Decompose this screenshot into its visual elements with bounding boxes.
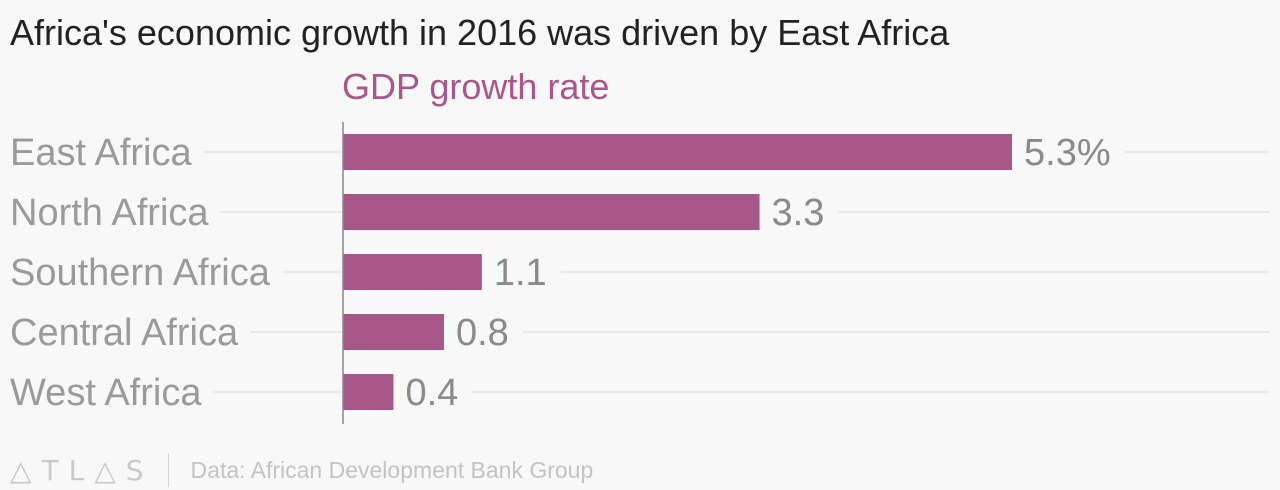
chart-subtitle: GDP growth rate xyxy=(342,66,610,107)
source-note: Data: African Development Bank Group xyxy=(190,456,594,483)
category-label: West Africa xyxy=(10,372,202,414)
atlas-logo: △TL△S xyxy=(10,453,154,487)
bar xyxy=(343,314,444,350)
value-label: 1.1 xyxy=(494,252,547,294)
bar xyxy=(343,374,394,410)
category-label: Central Africa xyxy=(10,312,239,354)
category-label: North Africa xyxy=(10,192,209,234)
bar xyxy=(343,134,1012,170)
value-label: 0.8 xyxy=(456,312,509,354)
category-label: East Africa xyxy=(10,132,192,174)
footer-divider xyxy=(167,453,169,487)
value-label: 5.3% xyxy=(1024,132,1111,174)
bar xyxy=(343,254,482,290)
footer: △TL△S Data: African Development Bank Gro… xyxy=(10,452,593,488)
bar xyxy=(343,194,760,230)
bar-chart: East Africa 5.3% North Africa 3.3 Southern A… xyxy=(10,122,1270,424)
category-label: Southern Africa xyxy=(10,252,271,294)
value-label: 3.3 xyxy=(772,192,825,234)
value-label: 0.4 xyxy=(405,372,458,414)
chart-title: Africa's economic growth in 2016 was dri… xyxy=(10,12,950,53)
